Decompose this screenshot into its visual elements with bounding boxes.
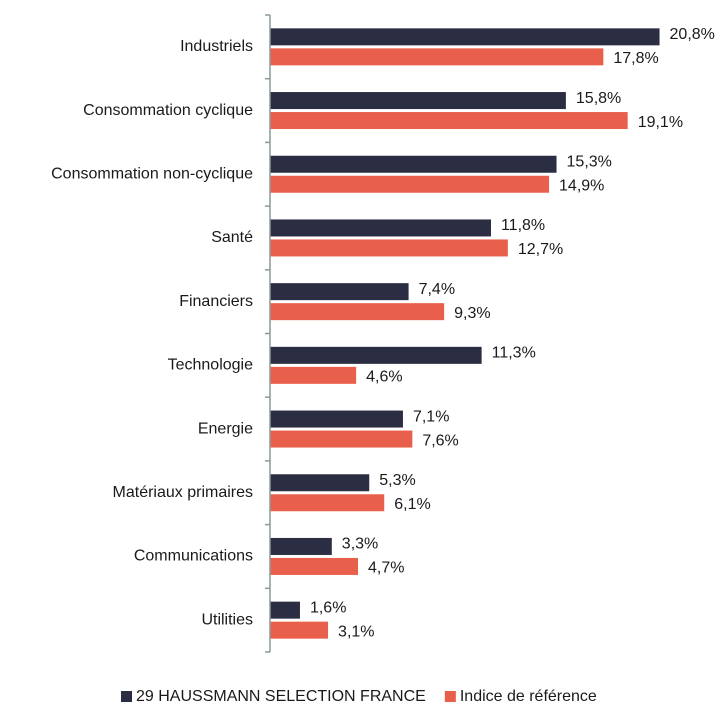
bar (270, 283, 409, 301)
value-label: 14,9% (559, 177, 604, 194)
bar (270, 48, 604, 66)
value-label: 5,3% (379, 472, 415, 489)
category-label: Energie (198, 420, 253, 437)
value-label: 3,1% (338, 623, 374, 640)
bar (270, 239, 508, 257)
bar (270, 175, 550, 193)
bar (270, 155, 557, 173)
value-label: 19,1% (638, 114, 683, 131)
legend-label: 29 HAUSSMANN SELECTION FRANCE (136, 688, 426, 705)
value-label: 7,4% (419, 281, 455, 298)
value-label: 20,8% (670, 26, 715, 43)
value-label: 1,6% (310, 599, 346, 616)
category-label: Santé (211, 229, 253, 246)
legend-swatch (121, 691, 132, 702)
value-label: 11,8% (501, 217, 545, 234)
category-label: Matériaux primaires (113, 484, 253, 501)
value-label: 4,7% (368, 560, 404, 577)
category-label: Utilities (201, 611, 253, 628)
bar (270, 494, 385, 512)
value-label: 3,3% (342, 536, 378, 553)
bar (270, 112, 628, 130)
category-label: Consommation non-cyclique (51, 165, 253, 182)
value-label: 7,1% (413, 408, 449, 425)
bar (270, 621, 329, 639)
category-label: Technologie (168, 357, 254, 374)
category-label: Financiers (179, 293, 253, 310)
value-label: 15,8% (576, 90, 621, 107)
bar (270, 303, 445, 321)
value-label: 17,8% (613, 50, 658, 67)
value-label: 6,1% (394, 496, 430, 513)
category-label: Consommation cyclique (83, 102, 253, 119)
category-label: Industriels (180, 38, 253, 55)
bar (270, 410, 403, 428)
value-label: 7,6% (422, 432, 458, 449)
value-label: 9,3% (454, 305, 490, 322)
value-label: 4,6% (366, 369, 402, 386)
bar (270, 366, 357, 384)
value-label: 11,3% (492, 345, 536, 362)
bar (270, 474, 370, 492)
legend-swatch (444, 691, 456, 702)
bar (270, 28, 660, 46)
bar (270, 537, 332, 555)
bar (270, 601, 300, 619)
bar (270, 346, 482, 364)
value-label: 15,3% (567, 153, 612, 170)
legend-label: Indice de référence (460, 688, 597, 705)
bar (270, 219, 491, 237)
bar (270, 92, 566, 110)
bar (270, 430, 413, 448)
value-label: 12,7% (518, 241, 563, 258)
bar (270, 557, 359, 575)
category-label: Communications (134, 548, 253, 565)
